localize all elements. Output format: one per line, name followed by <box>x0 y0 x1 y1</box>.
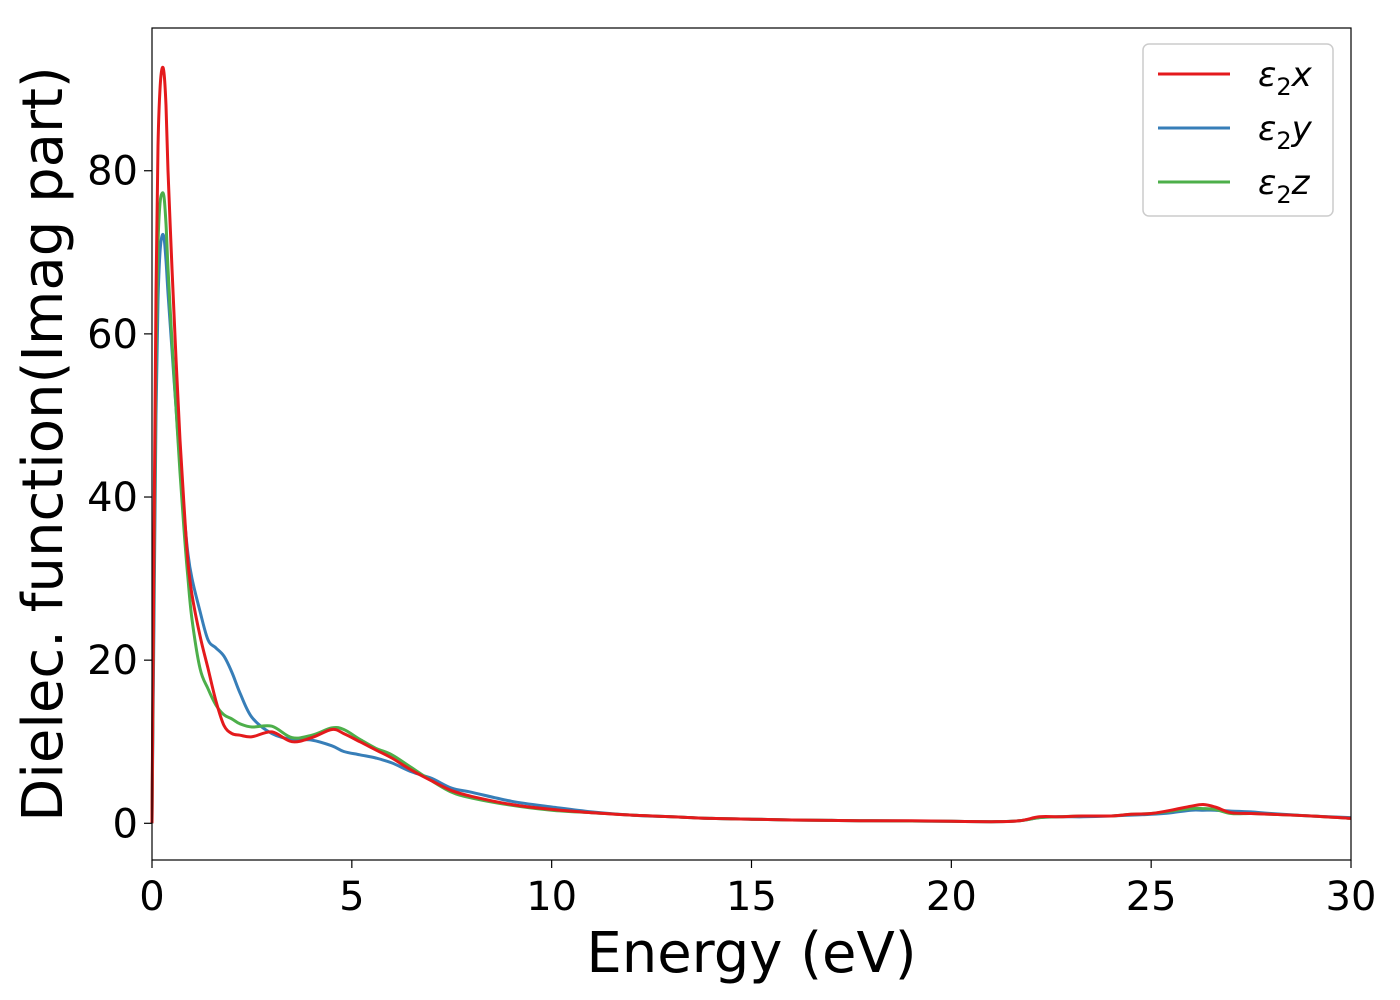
series-lines <box>150 65 1352 824</box>
series-line-y <box>150 232 1352 824</box>
x-axis-title: Energy (eV) <box>586 921 916 986</box>
x-axis: 0 5 10 15 20 25 30 <box>139 860 1376 920</box>
legend-label: ε2z <box>1258 163 1311 209</box>
legend-frame <box>1142 43 1334 217</box>
x-tick-label: 5 <box>339 874 364 920</box>
x-tick-label: 15 <box>726 874 777 920</box>
y-axis: 0 20 40 60 80 <box>87 149 152 847</box>
legend: ε2x ε2y ε2z <box>1142 43 1334 217</box>
legend-items: ε2x ε2y ε2z <box>1158 55 1313 209</box>
x-tick-label: 0 <box>139 874 164 920</box>
y-tick-label: 40 <box>87 475 138 521</box>
series-line-x <box>150 65 1352 824</box>
x-tick-label: 30 <box>1326 874 1377 920</box>
y-axis-title: Dielec. function(Imag part) <box>11 66 76 822</box>
y-tick-label: 60 <box>87 312 138 358</box>
y-tick-label: 20 <box>87 638 138 684</box>
legend-label: ε2x <box>1258 55 1313 101</box>
x-tick-label: 20 <box>926 874 977 920</box>
y-tick-label: 0 <box>113 801 138 847</box>
x-tick-label: 10 <box>526 874 577 920</box>
legend-label: ε2y <box>1258 109 1313 155</box>
y-tick-label: 80 <box>87 149 138 195</box>
x-tick-label: 25 <box>1126 874 1177 920</box>
